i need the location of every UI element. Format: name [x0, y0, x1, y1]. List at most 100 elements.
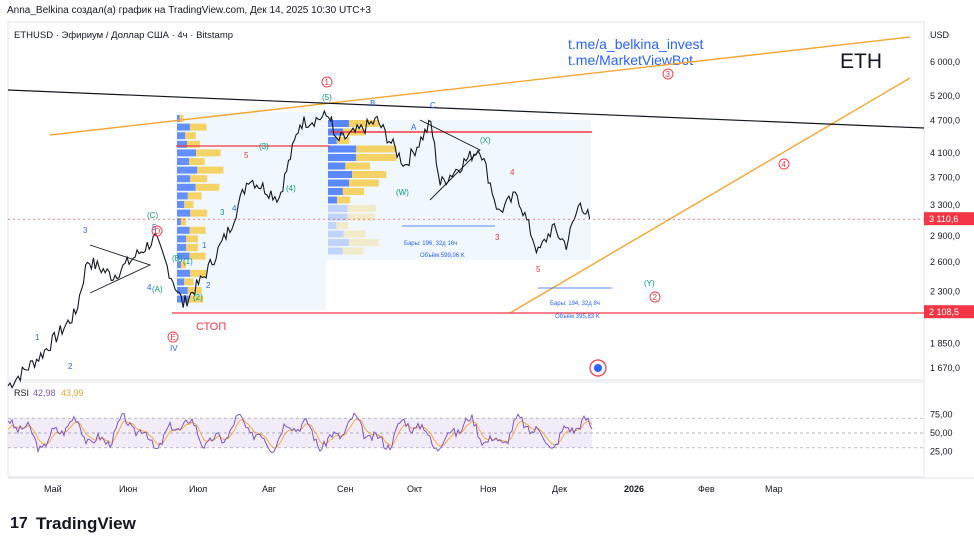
profile-bar-up [356, 145, 397, 153]
rsi-value-1: 42,98 [33, 388, 56, 398]
wave-label: (C) [147, 211, 158, 220]
wave-label: (3) [259, 142, 269, 151]
circled-wave-label: D [155, 227, 161, 236]
y-tick-label: 5 200,0 [930, 91, 960, 101]
tradingview-logo-icon[interactable]: 17 [10, 515, 28, 532]
profile-bar-down [328, 230, 344, 238]
eth-watermark: ETH [840, 50, 882, 73]
wave-label: 4 [232, 204, 237, 213]
wave-label: (W) [396, 188, 409, 197]
y-tick-label: 3 300,0 [930, 200, 960, 210]
profile-bar-down [177, 218, 181, 226]
profile-bar-down [328, 213, 348, 221]
wave-label: (Y) [644, 279, 655, 288]
profile-bar-down [177, 123, 190, 131]
main-panel [7, 21, 925, 381]
profile-bar-down [328, 205, 348, 212]
replay-icon[interactable] [589, 359, 607, 377]
profile-bar-up [197, 166, 224, 174]
profile-bar-up [342, 188, 365, 195]
wave-label: (2) [193, 293, 203, 302]
circled-wave-label: 2 [653, 293, 658, 302]
lower-orange-trendline [509, 77, 911, 314]
profile-bar-up [187, 192, 202, 200]
price-tag: 3 110,6 [929, 214, 958, 224]
rsi-line [7, 412, 593, 454]
profile-bar-up [180, 261, 187, 269]
profile-bar-down [177, 269, 191, 277]
profile-bar-down [177, 261, 181, 269]
x-tick-label: Авг [262, 484, 277, 494]
symbol-line[interactable]: ETHUSD · Эфириум / Доллар США · 4ч · Bit… [14, 30, 234, 41]
measure-box-1-bars: Бары: 196, 32д 16ч [404, 241, 457, 247]
circled-wave-marker [662, 68, 674, 80]
circled-wave-marker [167, 331, 179, 343]
circled-wave-marker [649, 291, 661, 303]
telegram-link-1[interactable]: t.me/a_belkina_invest [568, 36, 704, 52]
profile-box-2 [326, 120, 591, 260]
profile-bar-up [189, 252, 206, 260]
profile-bar-up [186, 235, 198, 243]
x-tick-label: Ноя [480, 484, 497, 494]
profile-bar-up [189, 123, 207, 131]
profile-bar-up [179, 115, 184, 122]
profile-bar-up [189, 226, 206, 234]
profile-bar-up [184, 278, 194, 286]
y-tick-label: 4 100,0 [930, 148, 960, 158]
profile-bar-down [177, 115, 180, 122]
profile-bar-up [196, 149, 221, 157]
rsi-axis: 75,00 50,00 25,00 [8, 410, 953, 457]
x-tick-label: Окт [407, 484, 422, 494]
currency-label[interactable]: USD [930, 30, 950, 40]
wave-label: B [370, 99, 375, 108]
wave-label: 1 [35, 333, 40, 342]
y-tick-label: 2 300,0 [930, 286, 960, 296]
volume-profile-2 [328, 120, 397, 255]
circled-wave-label: 3 [666, 70, 671, 79]
profile-bar-up [189, 158, 205, 165]
wave-label: 3 [83, 226, 88, 235]
profile-bar-down [177, 235, 187, 243]
profile-bar-down [177, 149, 197, 157]
rsi-value-2: 43,99 [61, 388, 84, 398]
profile-bar-up [349, 120, 379, 127]
profile-bar-down [177, 175, 191, 183]
stop-label: СТОП [196, 321, 226, 333]
profile-bar-up [348, 239, 379, 246]
profile-bar-up [348, 179, 379, 187]
profile-bar-up [347, 213, 375, 221]
wave-label: A [411, 123, 417, 132]
black-downtrend-line [7, 89, 925, 129]
circled-wave-label: 1 [325, 78, 330, 87]
x-tick-label: Июн [119, 484, 137, 494]
profile-bar-down [328, 196, 338, 204]
profile-bar-up [184, 201, 194, 208]
wave-label: 5 [152, 223, 157, 232]
attribution: Anna_Belkina создал(а) график на Trading… [7, 5, 371, 16]
wave-label: (B) [172, 254, 183, 263]
y-tick-label: 3 700,0 [930, 173, 960, 183]
profile-bar-up [190, 175, 208, 183]
profile-bar-up [351, 171, 387, 178]
price-labels: 3 110,6 2 108,5 [924, 212, 974, 319]
wave-label: 3 [495, 233, 500, 242]
rsi-tick-label: 25,00 [930, 447, 953, 457]
circled-wave-marker [151, 225, 163, 237]
profile-bar-down [328, 145, 357, 153]
profile-bar-up [195, 183, 220, 191]
tradingview-logo-text[interactable]: TradingView [36, 514, 136, 533]
profile-bar-down [328, 239, 349, 246]
profile-bar-down [177, 244, 187, 251]
wave-label: 4 [510, 168, 515, 177]
profile-bar-up [347, 205, 376, 212]
profile-bar-down [328, 162, 346, 170]
profile-bar-down [177, 295, 189, 303]
wave-label: 2 [68, 362, 73, 371]
profile-bar-up [187, 140, 200, 148]
profile-bar-up [356, 154, 397, 161]
telegram-link-2[interactable]: t.me/MarketViewBot [568, 52, 694, 68]
x-tick-label: Май [44, 484, 62, 494]
wave-label: IV [170, 344, 178, 353]
